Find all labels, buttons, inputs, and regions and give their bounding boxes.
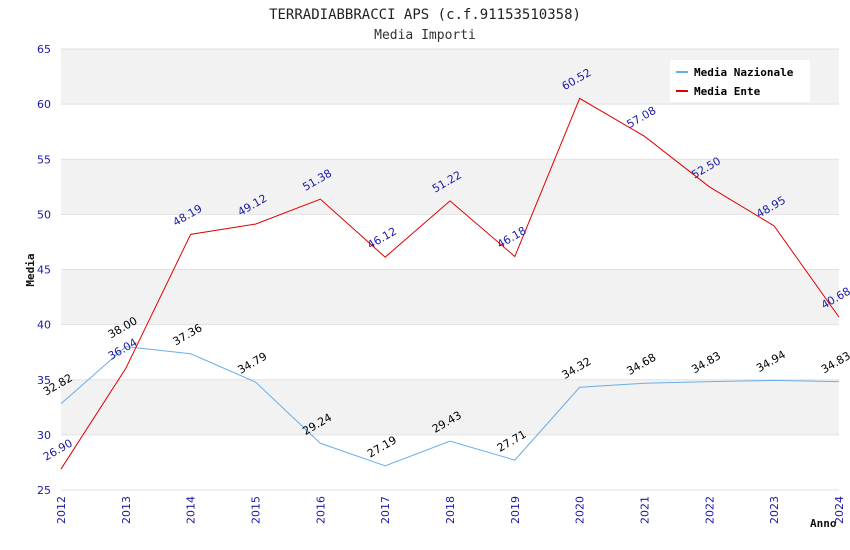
x-tick-label: 2023 — [768, 496, 781, 524]
legend: Media Nazionale Media Ente — [670, 60, 810, 102]
x-tick-label: 2022 — [703, 496, 716, 524]
x-tick-label: 2013 — [120, 496, 133, 524]
chart-subtitle: Media Importi — [374, 28, 476, 43]
y-tick-label: 35 — [37, 374, 51, 387]
x-axis-ticks: 2012 2013 2014 2015 2016 2017 2018 2019 2020 2021… — [55, 496, 846, 524]
y-tick-label: 45 — [37, 264, 51, 277]
legend-label: Media Nazionale — [694, 66, 794, 79]
series-line — [60, 346, 840, 467]
x-tick-label: 2019 — [509, 496, 522, 524]
x-tick-label: 2021 — [639, 496, 652, 524]
grid-band — [61, 104, 839, 160]
y-tick-label: 40 — [37, 319, 51, 332]
x-tick-label: 2012 — [55, 496, 68, 524]
grid-band — [61, 434, 839, 490]
legend-box — [670, 60, 810, 102]
x-tick-label: 2015 — [250, 496, 263, 524]
series-line — [60, 97, 840, 470]
y-tick-label: 50 — [37, 208, 51, 221]
y-tick-label: 30 — [37, 429, 51, 442]
y-tick-label: 55 — [37, 153, 51, 166]
grid-band — [61, 214, 839, 270]
y-tick-label: 65 — [37, 43, 51, 56]
y-axis-ticks: 25 30 35 40 45 50 55 60 65 — [37, 43, 51, 497]
x-tick-label: 2017 — [379, 496, 392, 524]
x-tick-label: 2016 — [314, 496, 327, 524]
grid-band — [61, 269, 839, 325]
x-tick-label: 2014 — [185, 496, 198, 524]
series-lines — [60, 97, 840, 470]
chart-title: TERRADIABBRACCI APS (c.f.91153510358) — [269, 7, 581, 23]
x-tick-label: 2024 — [833, 496, 846, 524]
legend-label: Media Ente — [694, 85, 761, 98]
x-tick-label: 2020 — [574, 496, 587, 524]
x-tick-label: 2018 — [444, 496, 457, 524]
y-tick-label: 25 — [37, 484, 51, 497]
y-axis-label: Media — [24, 253, 37, 286]
grid-band — [61, 379, 839, 435]
x-axis-label: Anno — [810, 517, 837, 530]
y-tick-label: 60 — [37, 98, 51, 111]
grid-band — [61, 324, 839, 380]
